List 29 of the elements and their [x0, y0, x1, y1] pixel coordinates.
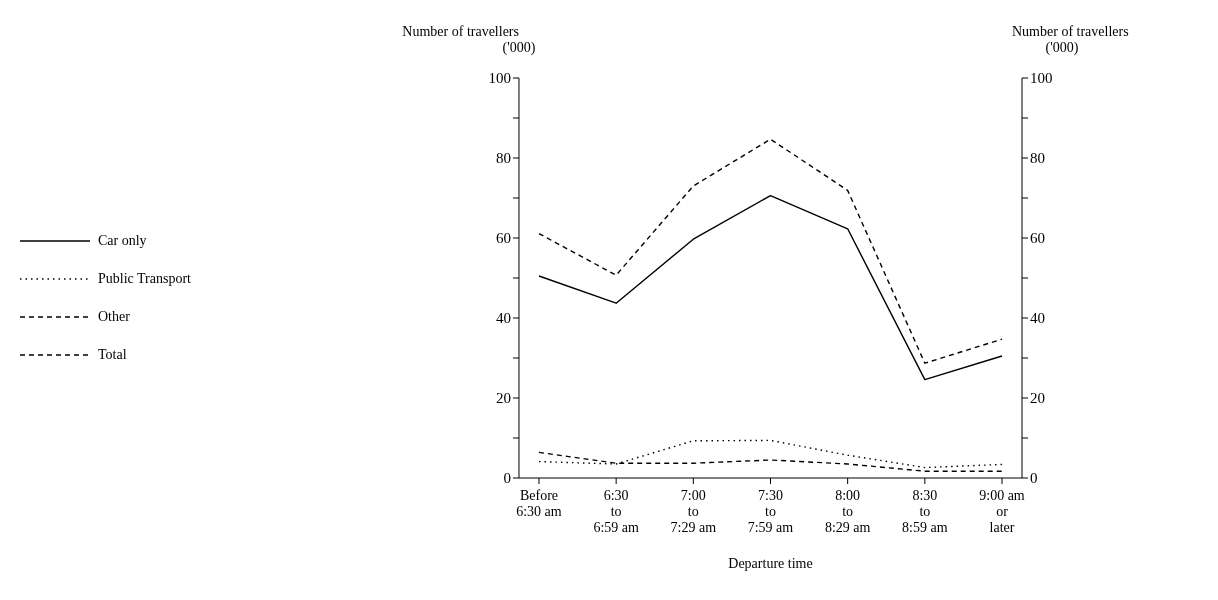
legend-label: Public Transport: [98, 271, 191, 287]
y-axis-title: Number of travellers ('000): [402, 24, 536, 56]
y2-tick-label: 80: [1030, 150, 1045, 167]
x-tick-label: 8:00 to 8:29 am: [824, 488, 871, 535]
line-series: [538, 138, 1003, 364]
legend-label: Car only: [98, 233, 147, 249]
line-series: [538, 439, 1003, 469]
y2-tick-label: 40: [1030, 310, 1045, 327]
x-tick-label: 6:30 to 6:59 am: [593, 488, 639, 535]
y-tick-label: 60: [495, 230, 511, 247]
y-tick-label: 20: [495, 390, 511, 407]
x-tick-label: 8:30 to 8:59 am: [902, 488, 948, 535]
y2-axis-title: Number of travellers ('000): [1012, 24, 1129, 56]
legend-label: Total: [98, 347, 127, 363]
line-series: [538, 194, 1003, 381]
x-axis-title: Departure time: [728, 556, 813, 571]
x-tick-label: 7:00 to 7:29 am: [670, 488, 717, 535]
x-tick-label: Before 6:30 am: [516, 488, 562, 519]
y2-tick-label: 100: [1030, 70, 1053, 87]
y-tick-label: 0: [503, 470, 511, 487]
y2-tick-label: 0: [1030, 470, 1038, 487]
x-tick-label: 9:00 am or later: [979, 488, 1025, 535]
y2-tick-label: 60: [1030, 230, 1045, 247]
y-tick-label: 40: [495, 310, 511, 327]
y-tick-label: 80: [495, 150, 511, 167]
y2-tick-label: 20: [1030, 390, 1045, 407]
legend-label: Other: [98, 309, 130, 325]
y-tick-label: 100: [488, 70, 511, 87]
x-tick-label: 7:30 to 7:59 am: [747, 488, 794, 535]
